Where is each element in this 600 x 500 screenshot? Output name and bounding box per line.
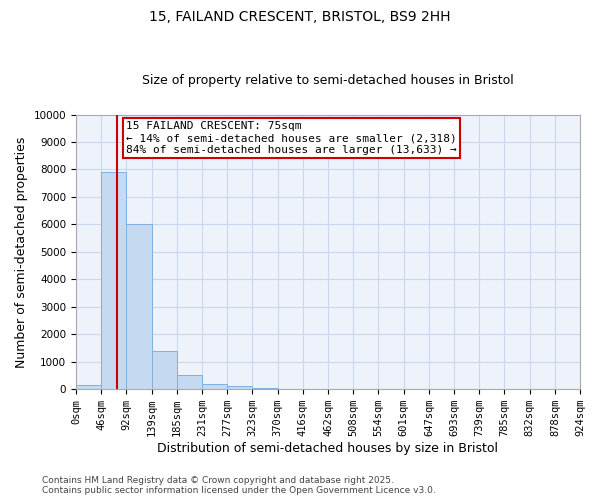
Bar <box>152 351 177 389</box>
Bar <box>101 172 126 389</box>
Title: Size of property relative to semi-detached houses in Bristol: Size of property relative to semi-detach… <box>142 74 514 87</box>
Text: 15 FAILAND CRESCENT: 75sqm
← 14% of semi-detached houses are smaller (2,318)
84%: 15 FAILAND CRESCENT: 75sqm ← 14% of semi… <box>126 122 457 154</box>
Text: 15, FAILAND CRESCENT, BRISTOL, BS9 2HH: 15, FAILAND CRESCENT, BRISTOL, BS9 2HH <box>149 10 451 24</box>
Y-axis label: Number of semi-detached properties: Number of semi-detached properties <box>15 136 28 368</box>
Text: Contains HM Land Registry data © Crown copyright and database right 2025.
Contai: Contains HM Land Registry data © Crown c… <box>42 476 436 495</box>
Bar <box>202 384 227 389</box>
Bar <box>227 386 252 389</box>
Bar <box>252 388 278 389</box>
Bar <box>76 385 101 389</box>
X-axis label: Distribution of semi-detached houses by size in Bristol: Distribution of semi-detached houses by … <box>157 442 499 455</box>
Bar <box>177 376 202 389</box>
Bar <box>126 224 152 389</box>
